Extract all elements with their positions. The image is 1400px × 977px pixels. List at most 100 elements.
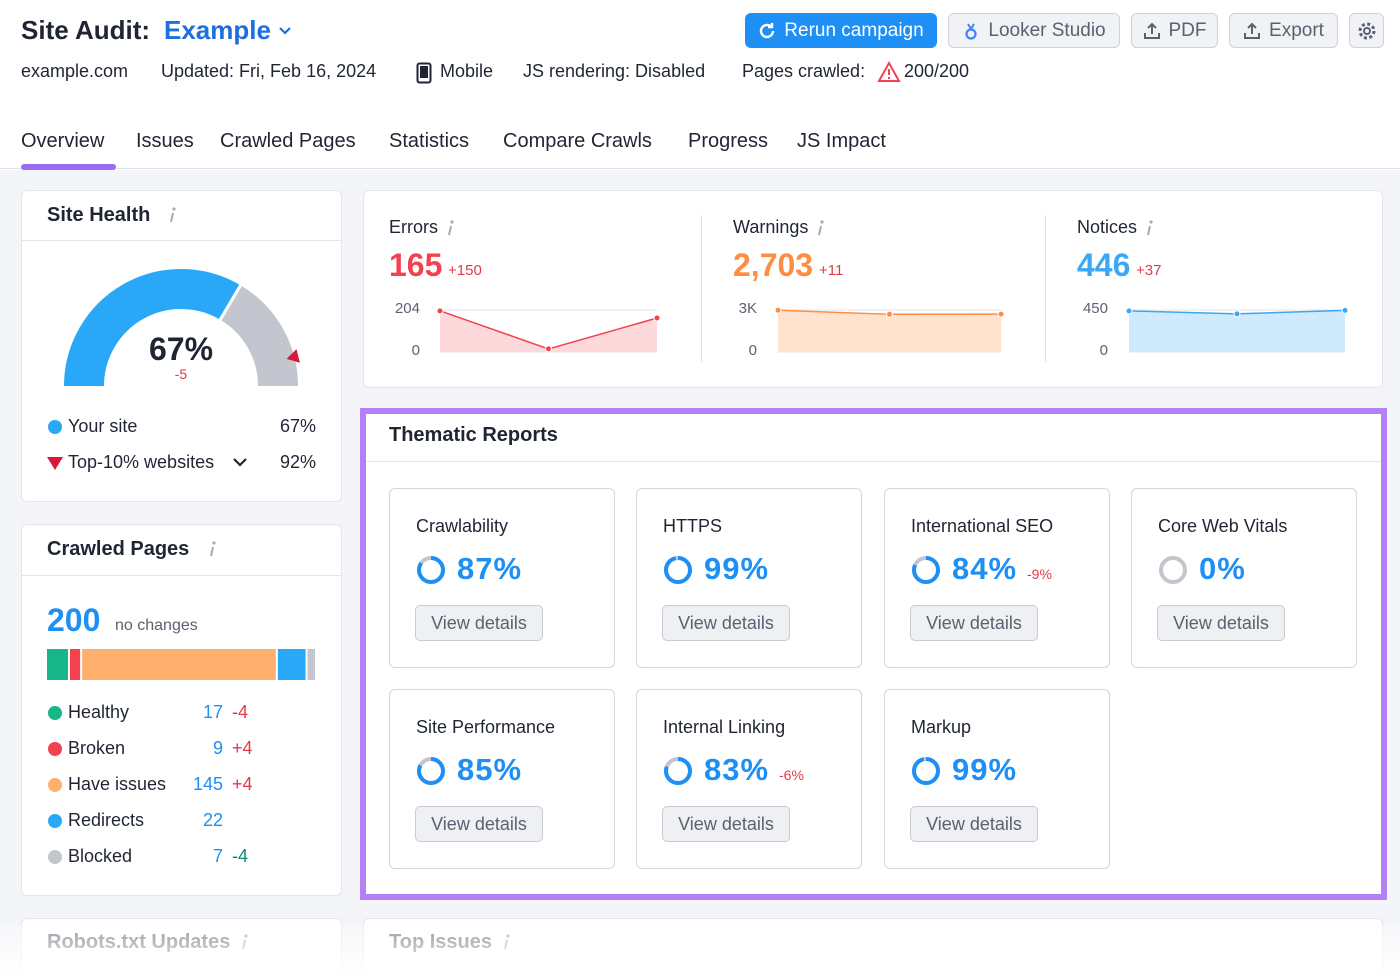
legend-icon	[48, 420, 62, 434]
report-score: 83%	[704, 752, 770, 787]
legend-triangle	[47, 457, 63, 470]
view-details-button[interactable]: View details	[415, 605, 543, 641]
page-title: Site Audit:	[21, 15, 151, 45]
row-change: -4	[232, 846, 249, 866]
y-tick-label: 0	[748, 342, 757, 359]
score-ring	[1159, 556, 1187, 584]
report-change: -6%	[779, 767, 804, 783]
info-icon	[170, 207, 176, 223]
view-details-button[interactable]: View details	[910, 605, 1038, 641]
legend-name: Top-10% websites	[68, 452, 215, 472]
gauge-rest	[219, 285, 298, 387]
header-button[interactable]: Looker Studio	[948, 13, 1120, 48]
row-count: 22	[202, 810, 223, 830]
legend-name: Your site	[68, 416, 138, 436]
header-button[interactable]: Export	[1229, 13, 1338, 48]
legend-icon	[47, 457, 63, 470]
sparkline	[774, 306, 1005, 353]
info-stem	[448, 225, 452, 236]
button-label: PDF	[1168, 19, 1207, 41]
card-title: Crawled Pages	[47, 538, 190, 560]
sparkline-area	[440, 310, 657, 352]
row-dot	[48, 850, 62, 864]
report-card	[884, 488, 1110, 668]
tab[interactable]: Crawled Pages	[220, 130, 356, 152]
report-score: 99%	[952, 752, 1018, 787]
phone-icon	[416, 62, 432, 84]
info-icon	[1147, 220, 1153, 236]
row-dot	[48, 742, 62, 756]
chevron	[279, 27, 291, 35]
info-dot	[1149, 220, 1153, 224]
issue-change: +150	[448, 262, 482, 279]
row-change: +4	[232, 774, 253, 794]
chevron	[233, 458, 247, 467]
row-count: 145	[192, 774, 223, 794]
tab[interactable]: Statistics	[389, 130, 470, 152]
view-details-button[interactable]: View details	[910, 806, 1038, 842]
tab[interactable]: Progress	[688, 130, 769, 152]
report-name: International SEO	[911, 516, 1054, 536]
ring-value	[417, 556, 445, 584]
info-dot	[172, 207, 176, 211]
row-dot	[48, 778, 62, 792]
sparkline-point	[997, 310, 1005, 318]
bar-segment	[69, 649, 81, 680]
button-label: Rerun campaign	[784, 19, 924, 41]
ring-value	[912, 556, 940, 584]
sparkline-point	[653, 314, 661, 322]
tab[interactable]: Issues	[136, 130, 194, 152]
settings-button[interactable]	[1349, 13, 1384, 48]
issue-change: +11	[819, 262, 844, 279]
view-details-button[interactable]: View details	[1157, 605, 1285, 641]
row-name: Broken	[68, 738, 126, 758]
view-details-button[interactable]: View details	[415, 806, 543, 842]
bar-segment	[47, 649, 68, 680]
ring-value	[912, 757, 940, 785]
header-pages-crawled-label: Pages crawled:	[742, 61, 866, 81]
sparkline-point	[436, 307, 444, 315]
report-name: HTTPS	[663, 516, 723, 536]
sparkline	[1125, 306, 1349, 353]
report-score: 84%	[952, 551, 1018, 586]
view-details-button[interactable]: View details	[662, 806, 790, 842]
row-name: Redirects	[68, 810, 145, 830]
info-stem	[170, 212, 174, 223]
tab[interactable]: Overview	[21, 130, 105, 152]
info-dot	[212, 541, 216, 545]
row-dot	[48, 814, 62, 828]
chevron	[233, 458, 247, 467]
legend-value: 92%	[279, 452, 316, 472]
issue-value: 446	[1077, 247, 1131, 283]
issue-value: 165	[389, 247, 443, 283]
report-score: 85%	[457, 752, 523, 787]
health-change: -5	[174, 366, 188, 382]
y-tick-label: 450	[1082, 300, 1108, 317]
info-icon	[448, 220, 454, 236]
report-card	[389, 689, 615, 869]
header-button[interactable]: Rerun campaign	[745, 13, 937, 48]
report-card	[389, 488, 615, 668]
tab[interactable]: Compare Crawls	[503, 130, 652, 152]
y-tick-label: 0	[411, 342, 420, 359]
header-button[interactable]: PDF	[1131, 13, 1218, 48]
top10-marker	[286, 349, 300, 363]
divider	[1045, 215, 1046, 362]
report-card	[636, 689, 862, 869]
row-dot	[48, 814, 62, 828]
score-ring	[912, 556, 940, 584]
sparkline	[436, 307, 661, 353]
sparkline-point	[1233, 310, 1241, 318]
card	[363, 190, 1383, 388]
row-dot	[48, 706, 62, 720]
report-card	[636, 488, 862, 668]
report-name: Crawlability	[416, 516, 509, 536]
report-card	[884, 689, 1110, 869]
tab[interactable]: JS Impact	[797, 130, 886, 152]
sparkline-point	[886, 310, 893, 318]
header-js-rendering: JS rendering: Disabled	[523, 61, 706, 81]
view-details-button[interactable]: View details	[662, 605, 790, 641]
sparkline-area	[1129, 310, 1345, 352]
button-label: Looker Studio	[988, 19, 1106, 41]
stacked-bar	[47, 649, 315, 680]
